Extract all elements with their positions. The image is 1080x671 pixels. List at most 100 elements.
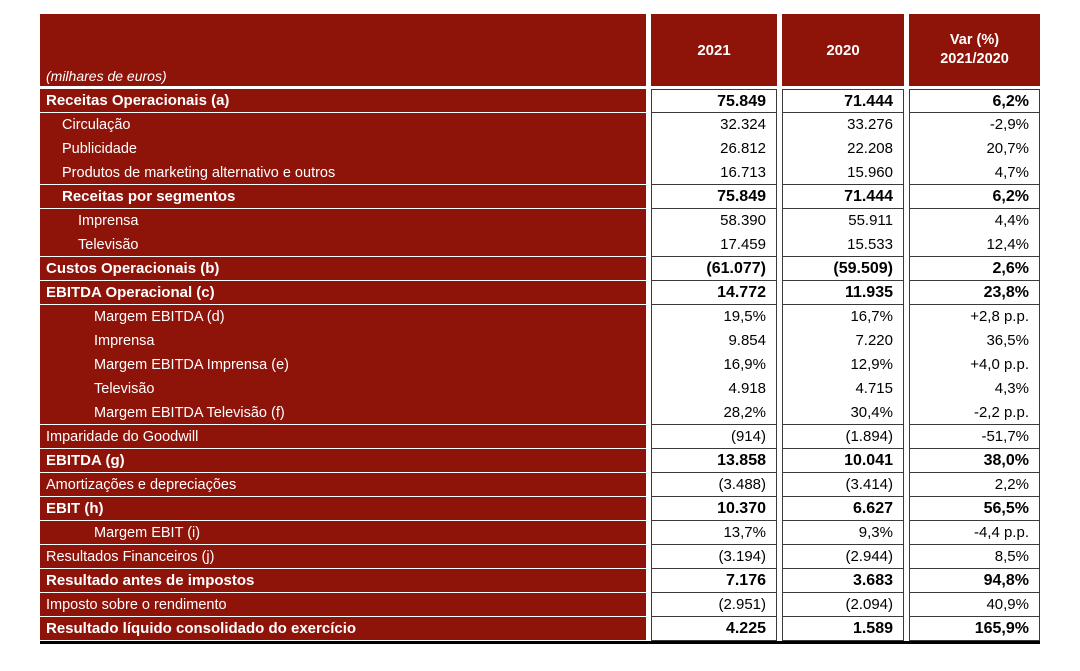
row-label: Margem EBITDA (d) — [40, 305, 646, 329]
value-2020: 15.533 — [782, 233, 904, 257]
financial-results-table: (milhares de euros) 2021 2020 Var (%) 20… — [40, 14, 1040, 644]
value-2020: 7.220 — [782, 329, 904, 353]
row-label: Resultado líquido consolidado do exercíc… — [40, 617, 646, 641]
value-var: 40,9% — [909, 593, 1040, 617]
value-var: 4,3% — [909, 377, 1040, 401]
value-2021: 75.849 — [651, 89, 777, 113]
value-2020: 30,4% — [782, 401, 904, 425]
value-2020: (59.509) — [782, 257, 904, 281]
var-header-line2: 2021/2020 — [940, 51, 1009, 67]
value-2021: (3.194) — [651, 545, 777, 569]
value-2020: 71.444 — [782, 89, 904, 113]
row-label: Margem EBITDA Imprensa (e) — [40, 353, 646, 377]
value-2020: 9,3% — [782, 521, 904, 545]
value-var: 6,2% — [909, 185, 1040, 209]
value-2020: 6.627 — [782, 497, 904, 521]
value-var: -4,4 p.p. — [909, 521, 1040, 545]
row-label: Televisão — [40, 233, 646, 257]
value-2021: 58.390 — [651, 209, 777, 233]
value-2021: 14.772 — [651, 281, 777, 305]
value-2021: 32.324 — [651, 113, 777, 137]
value-var: 6,2% — [909, 89, 1040, 113]
unit-label-cell: (milhares de euros) — [40, 14, 646, 86]
value-2021: 19,5% — [651, 305, 777, 329]
value-2021: 13.858 — [651, 449, 777, 473]
value-var: 12,4% — [909, 233, 1040, 257]
value-2020: 55.911 — [782, 209, 904, 233]
value-var: 20,7% — [909, 137, 1040, 161]
value-2020: (3.414) — [782, 473, 904, 497]
value-2020: 71.444 — [782, 185, 904, 209]
row-label: EBITDA Operacional (c) — [40, 281, 646, 305]
value-2021: (2.951) — [651, 593, 777, 617]
value-var: -51,7% — [909, 425, 1040, 449]
value-2020: 33.276 — [782, 113, 904, 137]
value-2021: 16,9% — [651, 353, 777, 377]
value-var: 56,5% — [909, 497, 1040, 521]
value-2021: 4.225 — [651, 617, 777, 641]
row-label: Imparidade do Goodwill — [40, 425, 646, 449]
value-var: 94,8% — [909, 569, 1040, 593]
column-header-2020: 2020 — [782, 14, 904, 86]
var-header-line1: Var (%) — [949, 32, 1000, 48]
value-2021: (914) — [651, 425, 777, 449]
value-2020: 11.935 — [782, 281, 904, 305]
row-label: Publicidade — [40, 137, 646, 161]
value-2020: 1.589 — [782, 617, 904, 641]
value-2021: 10.370 — [651, 497, 777, 521]
row-label: Receitas por segmentos — [40, 185, 646, 209]
table-bottom-rule — [40, 641, 1040, 644]
row-label: Amortizações e depreciações — [40, 473, 646, 497]
value-2021: 9.854 — [651, 329, 777, 353]
value-2021: 16.713 — [651, 161, 777, 185]
value-2020: 12,9% — [782, 353, 904, 377]
value-var: -2,9% — [909, 113, 1040, 137]
value-2020: 10.041 — [782, 449, 904, 473]
value-2020: 16,7% — [782, 305, 904, 329]
value-var: 8,5% — [909, 545, 1040, 569]
value-2020: 4.715 — [782, 377, 904, 401]
row-label: EBIT (h) — [40, 497, 646, 521]
value-var: 4,7% — [909, 161, 1040, 185]
value-2020: (2.094) — [782, 593, 904, 617]
row-label: Imprensa — [40, 209, 646, 233]
value-var: -2,2 p.p. — [909, 401, 1040, 425]
value-2020: (2.944) — [782, 545, 904, 569]
value-var: +4,0 p.p. — [909, 353, 1040, 377]
row-label: Custos Operacionais (b) — [40, 257, 646, 281]
row-label: Receitas Operacionais (a) — [40, 89, 646, 113]
value-2020: 3.683 — [782, 569, 904, 593]
value-2021: (61.077) — [651, 257, 777, 281]
value-var: 23,8% — [909, 281, 1040, 305]
row-label: Margem EBIT (i) — [40, 521, 646, 545]
column-header-2021: 2021 — [651, 14, 777, 86]
value-2021: 4.918 — [651, 377, 777, 401]
unit-label: (milhares de euros) — [46, 68, 167, 84]
row-label: Imprensa — [40, 329, 646, 353]
value-var: 36,5% — [909, 329, 1040, 353]
table-header: (milhares de euros) 2021 2020 Var (%) 20… — [40, 14, 1040, 86]
row-label: Resultado antes de impostos — [40, 569, 646, 593]
row-label: Televisão — [40, 377, 646, 401]
row-label: Resultados Financeiros (j) — [40, 545, 646, 569]
value-var: 4,4% — [909, 209, 1040, 233]
value-2021: 75.849 — [651, 185, 777, 209]
row-label: Imposto sobre o rendimento — [40, 593, 646, 617]
value-2020: 22.208 — [782, 137, 904, 161]
value-var: +2,8 p.p. — [909, 305, 1040, 329]
row-label: Produtos de marketing alternativo e outr… — [40, 161, 646, 185]
value-var: 2,2% — [909, 473, 1040, 497]
row-label: Circulação — [40, 113, 646, 137]
value-2021: 28,2% — [651, 401, 777, 425]
value-2021: (3.488) — [651, 473, 777, 497]
value-2021: 26.812 — [651, 137, 777, 161]
column-header-var: Var (%) 2021/2020 — [909, 14, 1040, 86]
value-var: 38,0% — [909, 449, 1040, 473]
value-2021: 13,7% — [651, 521, 777, 545]
value-2020: 15.960 — [782, 161, 904, 185]
value-var: 2,6% — [909, 257, 1040, 281]
table-body: Receitas Operacionais (a) 75.849 71.444 6,2… — [40, 89, 1040, 641]
value-2021: 7.176 — [651, 569, 777, 593]
value-2020: (1.894) — [782, 425, 904, 449]
